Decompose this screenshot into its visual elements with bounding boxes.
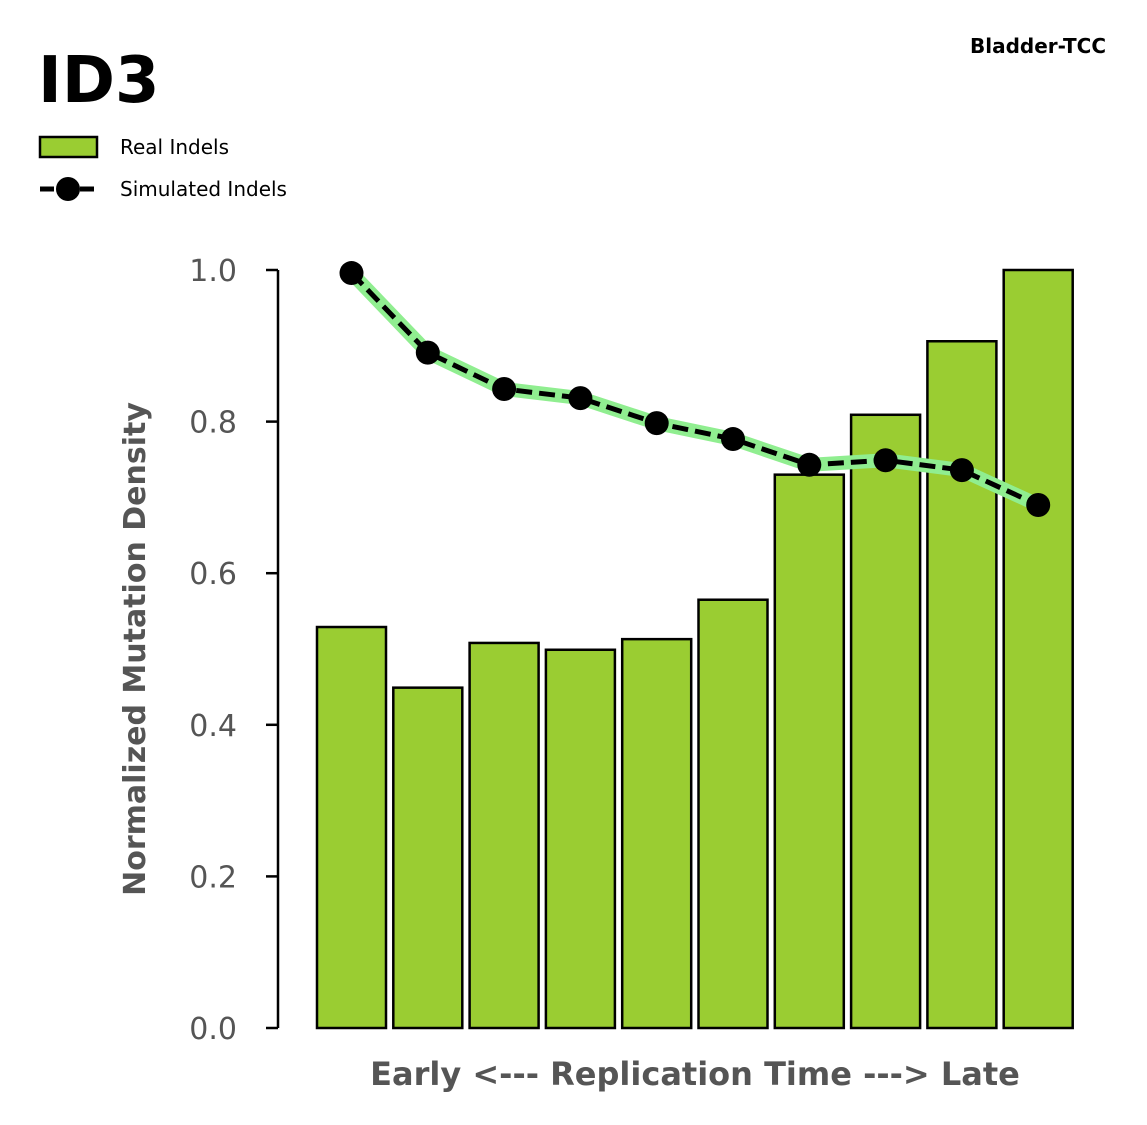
legend-bar-swatch xyxy=(38,135,99,159)
simulated-point xyxy=(568,386,593,411)
bar xyxy=(773,473,846,1030)
bar xyxy=(849,413,922,1030)
bar xyxy=(926,340,998,1030)
simulated-point xyxy=(415,340,440,365)
simulated-line xyxy=(339,261,1051,517)
y-axis: 0.0 0.2 0.4 0.6 0.8 1.0 xyxy=(189,254,280,1047)
simulated-point xyxy=(949,458,974,483)
y-tick-label: 0.2 xyxy=(189,860,237,895)
simulated-point xyxy=(1026,492,1051,517)
simulated-line-path xyxy=(349,271,1040,508)
legend-marker xyxy=(56,177,80,201)
x-axis-label: Early <--- Replication Time ---> Late xyxy=(370,1055,1020,1093)
simulated-point xyxy=(644,411,669,436)
simulated-point xyxy=(721,427,745,452)
bar xyxy=(544,648,617,1030)
bar xyxy=(620,637,693,1030)
simulated-point xyxy=(492,377,517,402)
bar xyxy=(1002,268,1074,1030)
y-tick-label: 0.0 xyxy=(189,1012,237,1047)
simulated-point xyxy=(339,261,364,286)
y-axis-label: Normalized Mutation Density xyxy=(118,402,153,896)
legend-label-real: Real Indels xyxy=(120,135,229,159)
chart-subtitle: Bladder-TCC xyxy=(970,34,1106,58)
y-tick-label: 1.0 xyxy=(189,254,237,289)
y-tick-label: 0.4 xyxy=(189,709,237,744)
y-tick-label: 0.8 xyxy=(189,406,237,441)
bar xyxy=(392,686,464,1030)
y-tick-label: 0.6 xyxy=(189,557,237,592)
simulated-point xyxy=(797,452,822,477)
bars xyxy=(315,268,1074,1030)
chart-title: ID3 xyxy=(38,44,159,118)
legend-label-simulated: Simulated Indels xyxy=(120,177,287,201)
bar xyxy=(315,625,388,1030)
bar xyxy=(697,598,769,1030)
legend: Real Indels Simulated Indels xyxy=(38,135,287,201)
simulated-point xyxy=(873,448,898,473)
bar xyxy=(468,641,540,1030)
